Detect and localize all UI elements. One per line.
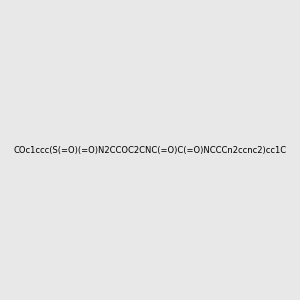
Text: COc1ccc(S(=O)(=O)N2CCOC2CNC(=O)C(=O)NCCCn2ccnc2)cc1C: COc1ccc(S(=O)(=O)N2CCOC2CNC(=O)C(=O)NCCC… — [14, 146, 286, 154]
